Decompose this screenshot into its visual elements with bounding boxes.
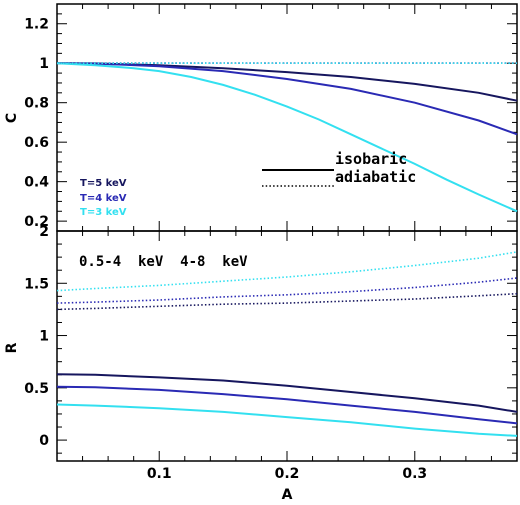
top-ytick-label: 0.8 — [24, 96, 49, 112]
bottom-panel-ticks: 0 0.5 1 1.5 2 0.1 0.2 0.3 — [24, 224, 518, 482]
bottom-y-axis-label: R — [4, 342, 20, 353]
top-series-solid-t0 — [56, 62, 518, 102]
bottom-panel-series — [56, 251, 518, 437]
top-ytick-label: 1.2 — [24, 17, 49, 33]
bottom-series-dotted-t0 — [56, 292, 518, 311]
legend-adiabatic-label: adiabatic — [335, 168, 416, 186]
top-ytick-label: 1 — [39, 56, 49, 72]
top-series-solid-t2 — [56, 62, 518, 213]
legend-t5: T=5 keV — [80, 178, 127, 189]
bottom-series-solid-t0 — [56, 373, 518, 413]
top-y-axis-label: C — [4, 113, 20, 123]
legend-t3: T=3 keV — [80, 207, 127, 218]
top-ytick-label: 0.2 — [24, 214, 49, 230]
bottom-series-dotted-t2 — [56, 251, 518, 292]
bottom-xtick-label: 0.1 — [147, 466, 172, 482]
energy-bands-label: 0.5-4 keV 4-8 keV — [79, 254, 248, 270]
x-axis-label: A — [282, 487, 293, 503]
bottom-ytick-label: 0 — [39, 433, 49, 449]
top-panel-ticks: 0.2 0.4 0.6 0.8 1 1.2 — [24, 3, 518, 232]
bottom-xtick-label: 0.3 — [402, 466, 427, 482]
bottom-series-dotted-t1 — [56, 277, 518, 304]
legend-isobaric-label: isobaric — [335, 150, 407, 168]
bottom-ytick-label: 1.5 — [24, 276, 49, 292]
bottom-series-solid-t1 — [56, 385, 518, 425]
top-panel-series — [56, 62, 518, 213]
top-series-solid-t1 — [56, 62, 518, 136]
bottom-ytick-label: 2 — [39, 224, 49, 240]
bottom-ytick-label: 0.5 — [24, 381, 49, 397]
top-ytick-label: 0.6 — [24, 135, 49, 151]
legend-t4: T=4 keV — [80, 193, 127, 204]
bottom-series-solid-t2 — [56, 403, 518, 437]
top-ytick-label: 0.4 — [24, 175, 49, 191]
bottom-xtick-label: 0.2 — [275, 466, 300, 482]
bottom-ytick-label: 1 — [39, 329, 49, 345]
